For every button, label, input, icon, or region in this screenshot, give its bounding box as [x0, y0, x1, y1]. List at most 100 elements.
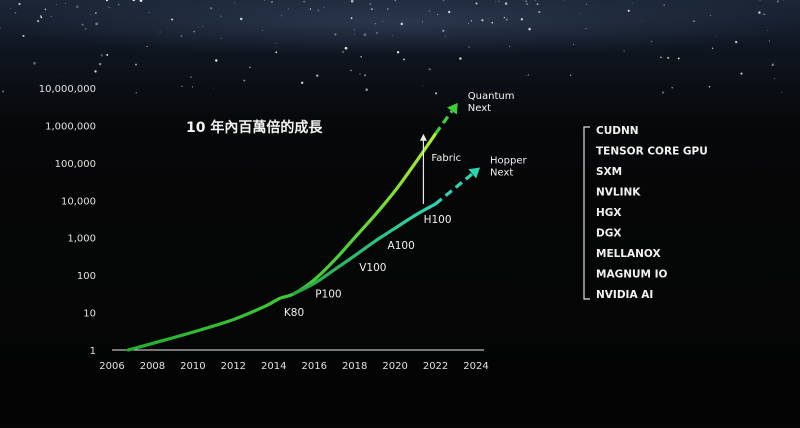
star	[317, 9, 319, 11]
star	[210, 7, 212, 9]
star	[275, 51, 277, 53]
star	[262, 30, 263, 31]
star	[660, 57, 662, 59]
star	[310, 8, 311, 9]
star	[243, 80, 245, 82]
y-tick-label: 100	[77, 271, 96, 282]
star	[471, 20, 472, 21]
y-tick-label: 1,000,000	[45, 121, 96, 132]
star	[712, 48, 713, 49]
star	[442, 30, 444, 32]
star	[45, 9, 47, 11]
star	[491, 22, 493, 24]
star	[468, 46, 470, 48]
star	[118, 4, 119, 5]
star	[51, 16, 52, 17]
star	[506, 18, 508, 20]
star	[301, 82, 303, 84]
star	[303, 1, 305, 3]
star	[147, 46, 148, 47]
star	[735, 41, 737, 43]
star	[350, 70, 352, 72]
y-tick-label: 1	[90, 346, 96, 357]
star	[369, 3, 371, 5]
star	[215, 59, 217, 61]
star	[528, 28, 531, 31]
star	[2, 91, 4, 93]
star	[709, 86, 710, 87]
fabric-label: Fabric	[431, 153, 461, 164]
star	[509, 46, 510, 47]
star	[354, 34, 355, 35]
star	[537, 3, 539, 5]
star	[56, 4, 57, 5]
star	[334, 33, 336, 35]
star	[213, 88, 214, 89]
star	[758, 11, 761, 14]
star	[193, 31, 195, 33]
star	[459, 57, 462, 60]
star	[781, 92, 782, 93]
x-tick-label: 2008	[140, 361, 165, 372]
star	[149, 12, 150, 13]
projection-label: Hopper	[490, 156, 527, 167]
feature-item: SXM	[596, 166, 622, 178]
star	[376, 32, 378, 34]
star	[76, 6, 78, 8]
chart-title: 10 年內百萬倍的成長	[186, 119, 323, 136]
star	[281, 16, 282, 17]
star	[525, 0, 527, 2]
y-tick-label: 10	[83, 309, 96, 320]
x-tick-label: 2024	[463, 361, 488, 372]
star	[671, 87, 672, 88]
star	[624, 50, 625, 51]
star	[651, 41, 653, 43]
x-tick-label: 2006	[99, 361, 124, 372]
star	[662, 91, 664, 93]
feature-item: CUDNN	[596, 125, 639, 137]
star	[468, 23, 469, 24]
star	[428, 68, 430, 70]
star	[763, 13, 765, 15]
star	[437, 14, 438, 15]
star	[774, 78, 775, 79]
star	[382, 21, 383, 22]
star	[61, 76, 62, 77]
star	[202, 26, 203, 27]
star	[445, 36, 446, 37]
star	[316, 75, 318, 77]
star	[403, 58, 405, 60]
star	[448, 11, 450, 13]
x-tick-label: 2022	[423, 361, 448, 372]
feature-item: MELLANOX	[596, 248, 661, 260]
star	[495, 2, 496, 3]
gpu-label: K80	[284, 307, 304, 319]
star	[180, 35, 182, 37]
star	[249, 67, 251, 69]
star	[528, 74, 529, 75]
feature-item: NVIDIA AI	[596, 289, 653, 301]
star	[710, 15, 711, 16]
y-tick-label: 1,000	[67, 234, 96, 245]
star	[345, 47, 348, 50]
star	[422, 21, 423, 22]
x-tick-label: 2018	[342, 361, 367, 372]
star	[41, 17, 43, 19]
x-tick-label: 2014	[261, 361, 286, 372]
star	[435, 92, 437, 94]
star	[271, 1, 273, 3]
star	[181, 86, 182, 87]
star	[371, 8, 373, 10]
star	[771, 63, 774, 66]
star	[767, 30, 768, 31]
star	[95, 23, 98, 26]
star	[375, 23, 376, 24]
star	[37, 20, 39, 22]
star	[521, 18, 523, 20]
star	[106, 54, 108, 56]
star	[135, 64, 137, 66]
star	[693, 20, 694, 21]
gpu-label: A100	[388, 240, 415, 252]
star	[777, 0, 779, 2]
star	[526, 3, 528, 5]
